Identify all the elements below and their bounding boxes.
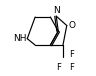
Text: N: N <box>53 6 60 15</box>
Text: NH: NH <box>13 34 27 43</box>
Text: F: F <box>69 63 74 72</box>
Text: O: O <box>69 21 76 30</box>
Text: F: F <box>56 63 61 72</box>
Text: F: F <box>69 50 74 59</box>
